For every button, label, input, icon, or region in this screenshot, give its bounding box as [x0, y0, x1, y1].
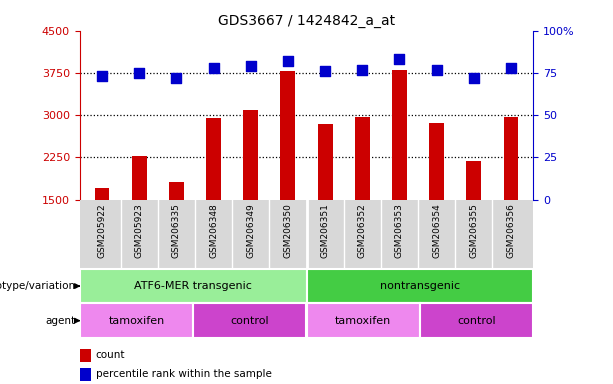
- Bar: [420, 303, 533, 338]
- Bar: [429, 123, 444, 200]
- Text: tamoxifen: tamoxifen: [109, 316, 164, 326]
- Point: [97, 73, 107, 79]
- Bar: [80, 369, 91, 381]
- Point: [469, 75, 479, 81]
- Text: tamoxifen: tamoxifen: [335, 316, 391, 326]
- Text: genotype/variation: genotype/variation: [0, 281, 75, 291]
- Bar: [169, 182, 184, 200]
- Text: GSM206355: GSM206355: [470, 203, 478, 258]
- Bar: [80, 349, 91, 362]
- Bar: [281, 71, 295, 200]
- Text: GSM206352: GSM206352: [358, 203, 367, 258]
- Text: percentile rank within the sample: percentile rank within the sample: [96, 369, 272, 379]
- Text: GSM206350: GSM206350: [283, 203, 292, 258]
- Point: [283, 58, 293, 64]
- Text: control: control: [230, 316, 269, 326]
- Bar: [132, 156, 147, 200]
- Bar: [94, 189, 110, 200]
- Text: GSM205922: GSM205922: [97, 203, 107, 258]
- Point: [246, 63, 256, 69]
- Bar: [306, 303, 420, 338]
- Bar: [503, 118, 519, 200]
- Point: [134, 70, 144, 76]
- Bar: [206, 118, 221, 200]
- Text: GSM206335: GSM206335: [172, 203, 181, 258]
- Bar: [193, 303, 306, 338]
- Text: GSM206349: GSM206349: [246, 203, 255, 258]
- Point: [208, 65, 218, 71]
- Bar: [318, 124, 332, 200]
- Bar: [80, 269, 306, 303]
- Text: GSM206353: GSM206353: [395, 203, 404, 258]
- Bar: [243, 109, 258, 200]
- Point: [395, 56, 405, 63]
- Text: GSM206351: GSM206351: [321, 203, 330, 258]
- Text: ATF6-MER transgenic: ATF6-MER transgenic: [134, 281, 252, 291]
- Bar: [392, 70, 407, 200]
- Text: GSM206354: GSM206354: [432, 203, 441, 258]
- Bar: [466, 161, 481, 200]
- Text: control: control: [457, 316, 496, 326]
- Point: [357, 66, 367, 73]
- Text: nontransgenic: nontransgenic: [380, 281, 460, 291]
- Text: GSM206348: GSM206348: [209, 203, 218, 258]
- Point: [432, 66, 441, 73]
- Bar: [80, 303, 193, 338]
- Bar: [355, 118, 370, 200]
- Text: GSM205923: GSM205923: [135, 203, 143, 258]
- Point: [172, 75, 181, 81]
- Title: GDS3667 / 1424842_a_at: GDS3667 / 1424842_a_at: [218, 14, 395, 28]
- Point: [320, 68, 330, 74]
- Text: GSM206356: GSM206356: [506, 203, 516, 258]
- Point: [506, 65, 516, 71]
- Text: count: count: [96, 350, 125, 360]
- Text: agent: agent: [45, 316, 75, 326]
- Bar: [306, 269, 533, 303]
